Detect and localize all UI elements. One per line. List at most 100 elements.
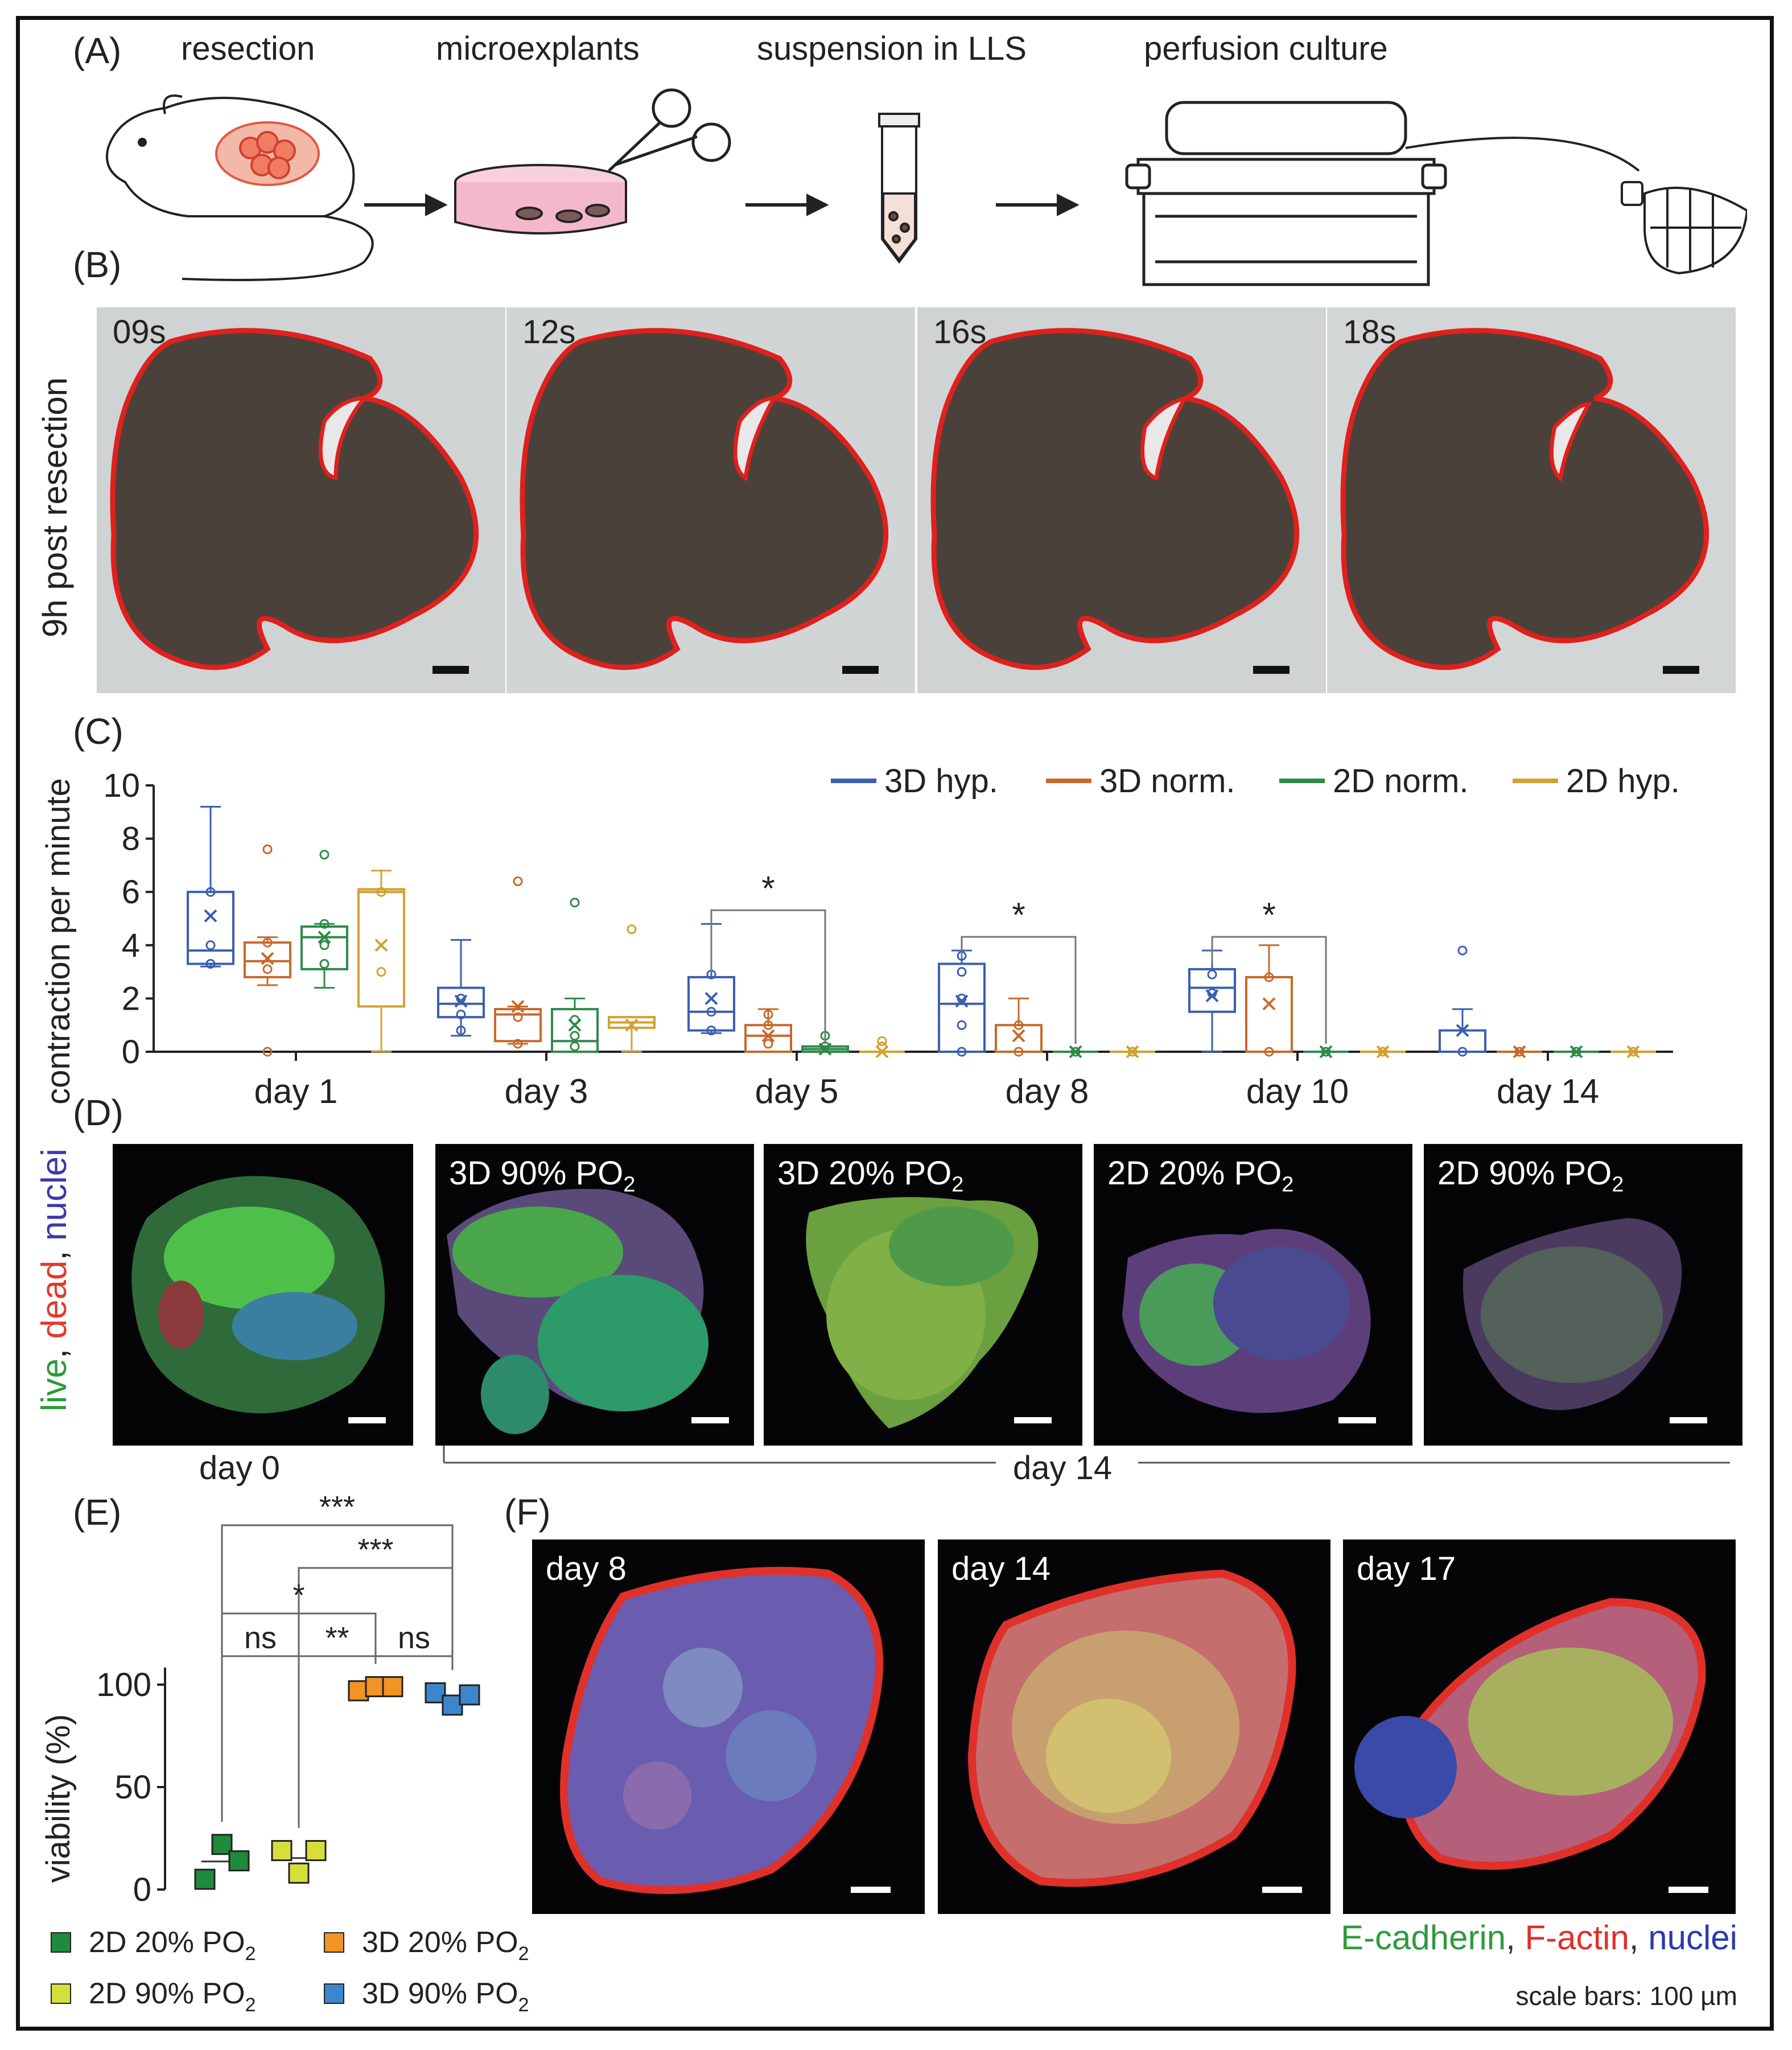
title-text: 2D 20% PO [1107, 1155, 1282, 1192]
data-point [459, 1684, 480, 1706]
stain-side-label: live, dead, nuclei [34, 1149, 75, 1411]
panel-c-label: (C) [73, 711, 123, 752]
group-3d-90%-po [425, 1682, 480, 1716]
micrograph-2d-20: 2D 20% PO2 [1094, 1144, 1412, 1446]
significance-bracket [961, 936, 1077, 1044]
comparison-label: ns [244, 1621, 277, 1655]
data-point [456, 1009, 466, 1019]
box [938, 962, 986, 1053]
subscript: 2 [951, 1172, 964, 1197]
micrograph-day17: day 17 [1343, 1539, 1736, 1914]
data-point [376, 887, 386, 897]
data-point [1207, 969, 1217, 979]
legend-subscript: 2 [518, 1994, 529, 2016]
legend-subscript: 2 [245, 1994, 256, 2016]
data-point [570, 1042, 580, 1052]
data-point [570, 898, 580, 908]
mean-marker [374, 938, 388, 952]
legend-swatch [51, 1983, 71, 2004]
box [744, 1024, 792, 1053]
y-axis-label: contraction per minute [40, 778, 77, 1105]
comparison-bracket [221, 1655, 300, 1828]
mean-marker [1376, 1045, 1390, 1059]
box-3D norm. [995, 997, 1043, 1057]
data-point [957, 1020, 967, 1030]
data-point [763, 1039, 773, 1049]
data-point [262, 937, 273, 948]
legend-swatch [324, 1932, 344, 1953]
mean-marker [1319, 1045, 1333, 1059]
legend-label: 3D 20% PO2 [362, 1926, 529, 1965]
mean-marker [625, 1018, 638, 1032]
data-point [763, 1009, 773, 1019]
data-point [877, 1036, 887, 1046]
scissors-icon [608, 88, 731, 172]
timelapse-frame-2: 12s [506, 307, 915, 693]
box-3D norm. [744, 1008, 792, 1053]
x-tick-label: day 8 [1006, 1072, 1089, 1110]
panel-title: 3D 90% PO2 [449, 1154, 635, 1197]
box [494, 1008, 542, 1043]
mean-marker [705, 991, 718, 1005]
panel-title: day 14 [951, 1550, 1051, 1587]
title-text: 3D 20% PO [777, 1155, 952, 1192]
data-point [1127, 1047, 1138, 1057]
comparison-bracket [221, 1524, 454, 1822]
scale-bar [1663, 666, 1699, 674]
box-3D hyp. [938, 949, 986, 1057]
mean-marker [318, 931, 331, 944]
scale-bar [432, 666, 469, 674]
comparison-label: ns [398, 1621, 430, 1655]
scale-bar [1253, 666, 1290, 674]
data-point [706, 1026, 716, 1036]
data-point [228, 1850, 250, 1872]
scale-bar [1338, 1417, 1376, 1423]
data-point [1457, 1047, 1468, 1057]
y-tick-label: 4 [122, 927, 140, 964]
data-point [513, 1039, 523, 1049]
data-point [288, 1862, 310, 1884]
box-2D norm. [1053, 1045, 1098, 1059]
legend-swatch [51, 1932, 71, 1953]
y-tick-label: 6 [122, 874, 140, 911]
data-point [1014, 1047, 1024, 1057]
data-point [194, 1868, 216, 1890]
factin-label: F-actin [1525, 1919, 1629, 1957]
separator: , [35, 1241, 74, 1261]
box-3D norm. [494, 876, 542, 1049]
arrow-icon [364, 194, 1080, 216]
box-3D hyp. [687, 923, 735, 1036]
comparison-label: *** [357, 1533, 393, 1567]
significance-label: * [761, 869, 775, 907]
data-point [957, 1047, 967, 1057]
figure-frame [16, 16, 1774, 2031]
group-2d-20%-po [194, 1834, 250, 1890]
box-2D hyp. [1360, 1045, 1406, 1059]
panel-title: day 17 [1357, 1550, 1456, 1587]
timestamp-label: 09s [113, 314, 166, 351]
box-3D hyp. [187, 805, 234, 969]
data-point [205, 959, 216, 969]
y-tick-label: 100 [96, 1666, 151, 1703]
scale-bar [1670, 1417, 1707, 1423]
nuclei-stain-label: nuclei [1648, 1919, 1737, 1957]
data-point [1514, 1047, 1525, 1057]
data-point [319, 940, 329, 950]
micrograph-3d-90: 3D 90% PO2 [435, 1144, 754, 1446]
legend-subscript: 2 [245, 1943, 256, 1965]
timestamp-label: 12s [522, 314, 576, 351]
petri-dish-icon [454, 164, 627, 234]
falcon-tube-icon [878, 113, 920, 264]
significance-label: * [1012, 896, 1025, 934]
comparison-label: * [293, 1578, 304, 1612]
viability-legend: 2D 20% PO2 2D 90% PO2 3D 20% PO2 3D 90% PO2 [51, 1926, 529, 2016]
panel-title: day 8 [546, 1550, 627, 1587]
mean-marker [761, 1029, 775, 1043]
y-tick-label: 2 [122, 980, 140, 1017]
title-text: 3D 90% PO [449, 1155, 624, 1192]
legend-label: 3D 90% PO2 [362, 1977, 529, 2016]
data-point [205, 887, 216, 897]
legend-label: 3D norm. [1099, 763, 1235, 800]
box-3D hyp. [1188, 949, 1236, 1053]
